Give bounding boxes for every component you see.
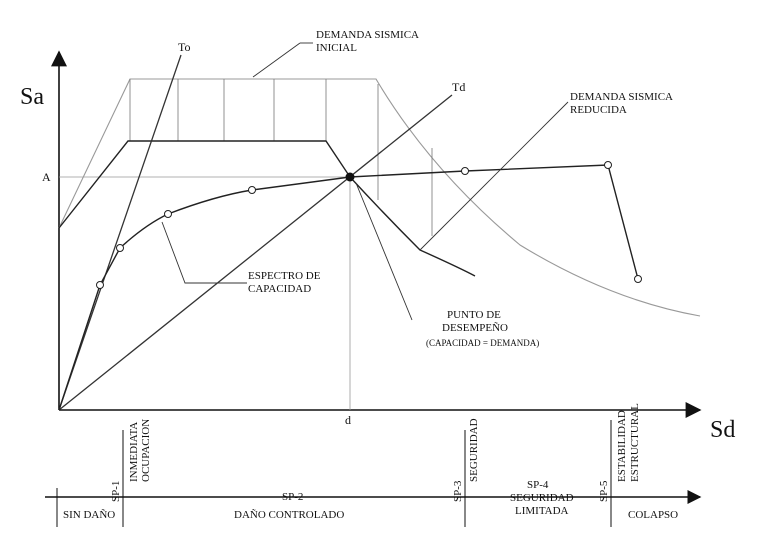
sp5-level-1: ESTABILIDAD [616, 410, 628, 482]
performance-point-note: (CAPACIDAD = DEMANDA) [426, 338, 539, 348]
td-line [58, 94, 453, 411]
capacity-point [604, 161, 612, 169]
capacity-curve [58, 164, 639, 411]
capacity-point [634, 275, 642, 283]
reduced-demand-leader [419, 101, 569, 251]
initial-demand-leader [252, 42, 301, 78]
colapso-label: COLAPSO [628, 509, 678, 521]
performance-point-label-2: DESEMPEÑO [442, 322, 508, 334]
sp4-label: SP-4 [527, 479, 549, 491]
capacity-point [164, 210, 172, 218]
capacity-spectrum-label-2: CAPACIDAD [248, 283, 311, 295]
d-tick-label: d [345, 413, 351, 427]
reduced-demand-label-1: DEMANDA SISMICA [570, 91, 673, 103]
capacity-points [96, 161, 642, 289]
performance-point-leader [355, 182, 413, 321]
performance-point-label-1: PUNTO DE [447, 309, 501, 321]
sp1-level-2: OCUPACION [140, 419, 152, 482]
sp4-level-2: LIMITADA [515, 505, 569, 517]
level-dividers [56, 420, 612, 527]
capacity-spectrum-label-1: ESPECTRO DE [248, 270, 321, 282]
td-label: Td [452, 80, 465, 94]
initial-demand-label-2: INICIAL [316, 42, 357, 54]
initial-demand-spectrum [58, 78, 701, 317]
to-label: To [178, 40, 191, 54]
to-line [58, 54, 182, 411]
initial-demand-hatch [129, 79, 433, 236]
sp3-level: SEGURIDAD [468, 418, 480, 482]
capacity-point [116, 244, 124, 252]
sin-dano-label: SIN DAÑO [63, 509, 115, 521]
sp4-level-1: SEGURIDAD [510, 492, 574, 504]
a-tick-label: A [42, 170, 51, 184]
sp2-label: SP-2 [282, 491, 303, 503]
sp5-level-2: ESTRUCTURAL [629, 403, 641, 482]
reduced-demand-spectrum [58, 140, 476, 277]
capacity-point [461, 167, 469, 175]
y-axis-label: Sa [20, 84, 44, 110]
initial-demand-label-1: DEMANDA SISMICA [316, 29, 419, 41]
sp1-label: SP-1 [110, 481, 122, 502]
x-axis-label: Sd [710, 417, 735, 443]
sp5-label: SP-5 [598, 480, 610, 502]
sp1-level-1: INMEDIATA [128, 422, 140, 482]
capacity-point [96, 281, 104, 289]
capacity-point [248, 186, 256, 194]
performance-point-marker [345, 172, 355, 182]
sp3-label: SP-3 [452, 480, 464, 502]
capacity-spectrum-leader [161, 221, 247, 284]
dano-controlado-label: DAÑO CONTROLADO [234, 509, 344, 521]
reduced-demand-label-2: REDUCIDA [570, 104, 627, 116]
